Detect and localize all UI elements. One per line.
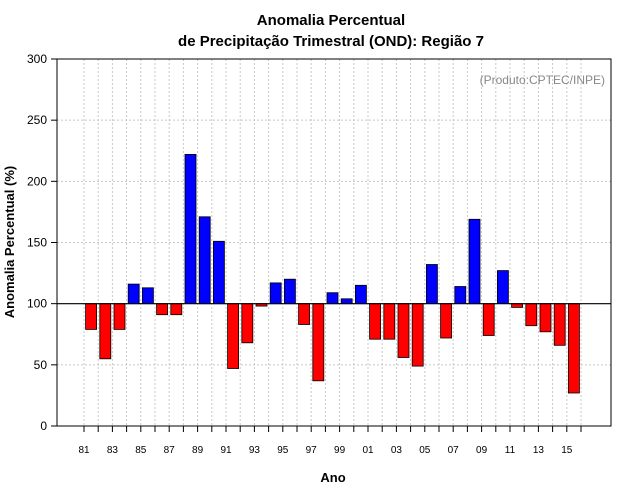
x-tick-label: 85	[135, 445, 147, 456]
bar-2007	[454, 286, 467, 305]
x-tick-label: 95	[277, 445, 289, 456]
grid	[57, 59, 611, 426]
bar-2010	[496, 270, 509, 305]
bar-2001	[369, 303, 382, 340]
bar-1994	[269, 282, 282, 305]
y-tick-label: 150	[27, 236, 47, 250]
bar-2002	[383, 303, 396, 340]
x-tick-label: 07	[448, 445, 460, 456]
chart-title-line2: de Precipitação Trimestral (OND): Região…	[178, 33, 484, 50]
y-tick-label: 200	[27, 174, 47, 188]
bar-1984	[127, 283, 140, 305]
x-tick-label: 81	[78, 445, 90, 456]
bar-1983	[113, 303, 126, 330]
bar-1999	[340, 298, 353, 305]
bar-1995	[283, 278, 296, 305]
x-tick-label: 15	[561, 445, 573, 456]
bar-2013	[539, 303, 552, 333]
bar-2014	[553, 303, 566, 346]
x-axis-ticks: 81 83 85 87 89 91 93 95 97 99 01 03 05 07 09 11 13 15	[78, 426, 582, 456]
bar-2000	[354, 284, 367, 305]
y-tick-label: 0	[40, 419, 47, 433]
bar-1990	[212, 240, 225, 305]
x-tick-label: 89	[192, 445, 204, 456]
x-tick-label: 03	[391, 445, 403, 456]
bar-1986	[156, 303, 169, 316]
x-tick-label: 91	[220, 445, 232, 456]
x-tick-label: 97	[306, 445, 318, 456]
y-tick-label: 300	[27, 52, 47, 66]
bar-2009	[482, 303, 495, 336]
product-credit: (Produto:CPTEC/INPE)	[480, 73, 605, 87]
y-axis-label: Anomalia Percentual (%)	[2, 166, 17, 318]
bar-1982	[99, 303, 112, 360]
bar-1985	[141, 287, 154, 305]
bar-2015	[568, 303, 580, 394]
x-axis-label: Ano	[320, 470, 345, 485]
bar-1997	[312, 303, 325, 382]
bar-1987	[170, 303, 183, 316]
bar-1981	[85, 303, 97, 330]
bar-1988	[184, 153, 197, 304]
x-tick-label: 83	[107, 445, 119, 456]
bar-2003	[397, 303, 410, 358]
x-tick-label: 13	[533, 445, 545, 456]
bar-2005	[425, 264, 438, 304]
bar-2008	[468, 218, 481, 305]
y-axis-ticks: 0 50 100 150 200 250 300	[27, 52, 57, 433]
bar-2012	[525, 303, 538, 327]
x-tick-label: 01	[362, 445, 374, 456]
bar-1991	[227, 303, 240, 369]
y-tick-label: 250	[27, 113, 47, 127]
bars	[85, 153, 580, 394]
x-tick-label: 99	[334, 445, 346, 456]
x-tick-label: 93	[249, 445, 261, 456]
x-tick-label: 87	[164, 445, 176, 456]
bar-1989	[198, 216, 211, 305]
chart-title-line1: Anomalia Percentual	[257, 12, 405, 29]
bar-2004	[411, 303, 424, 367]
bar-2006	[440, 303, 453, 339]
bar-1992	[241, 303, 254, 344]
bar-1998	[326, 292, 339, 305]
y-tick-label: 50	[34, 358, 48, 372]
y-tick-label: 100	[27, 297, 47, 311]
bar-1996	[298, 303, 311, 325]
x-tick-label: 11	[505, 445, 516, 456]
x-tick-label: 05	[419, 445, 431, 456]
x-tick-label: 09	[476, 445, 488, 456]
